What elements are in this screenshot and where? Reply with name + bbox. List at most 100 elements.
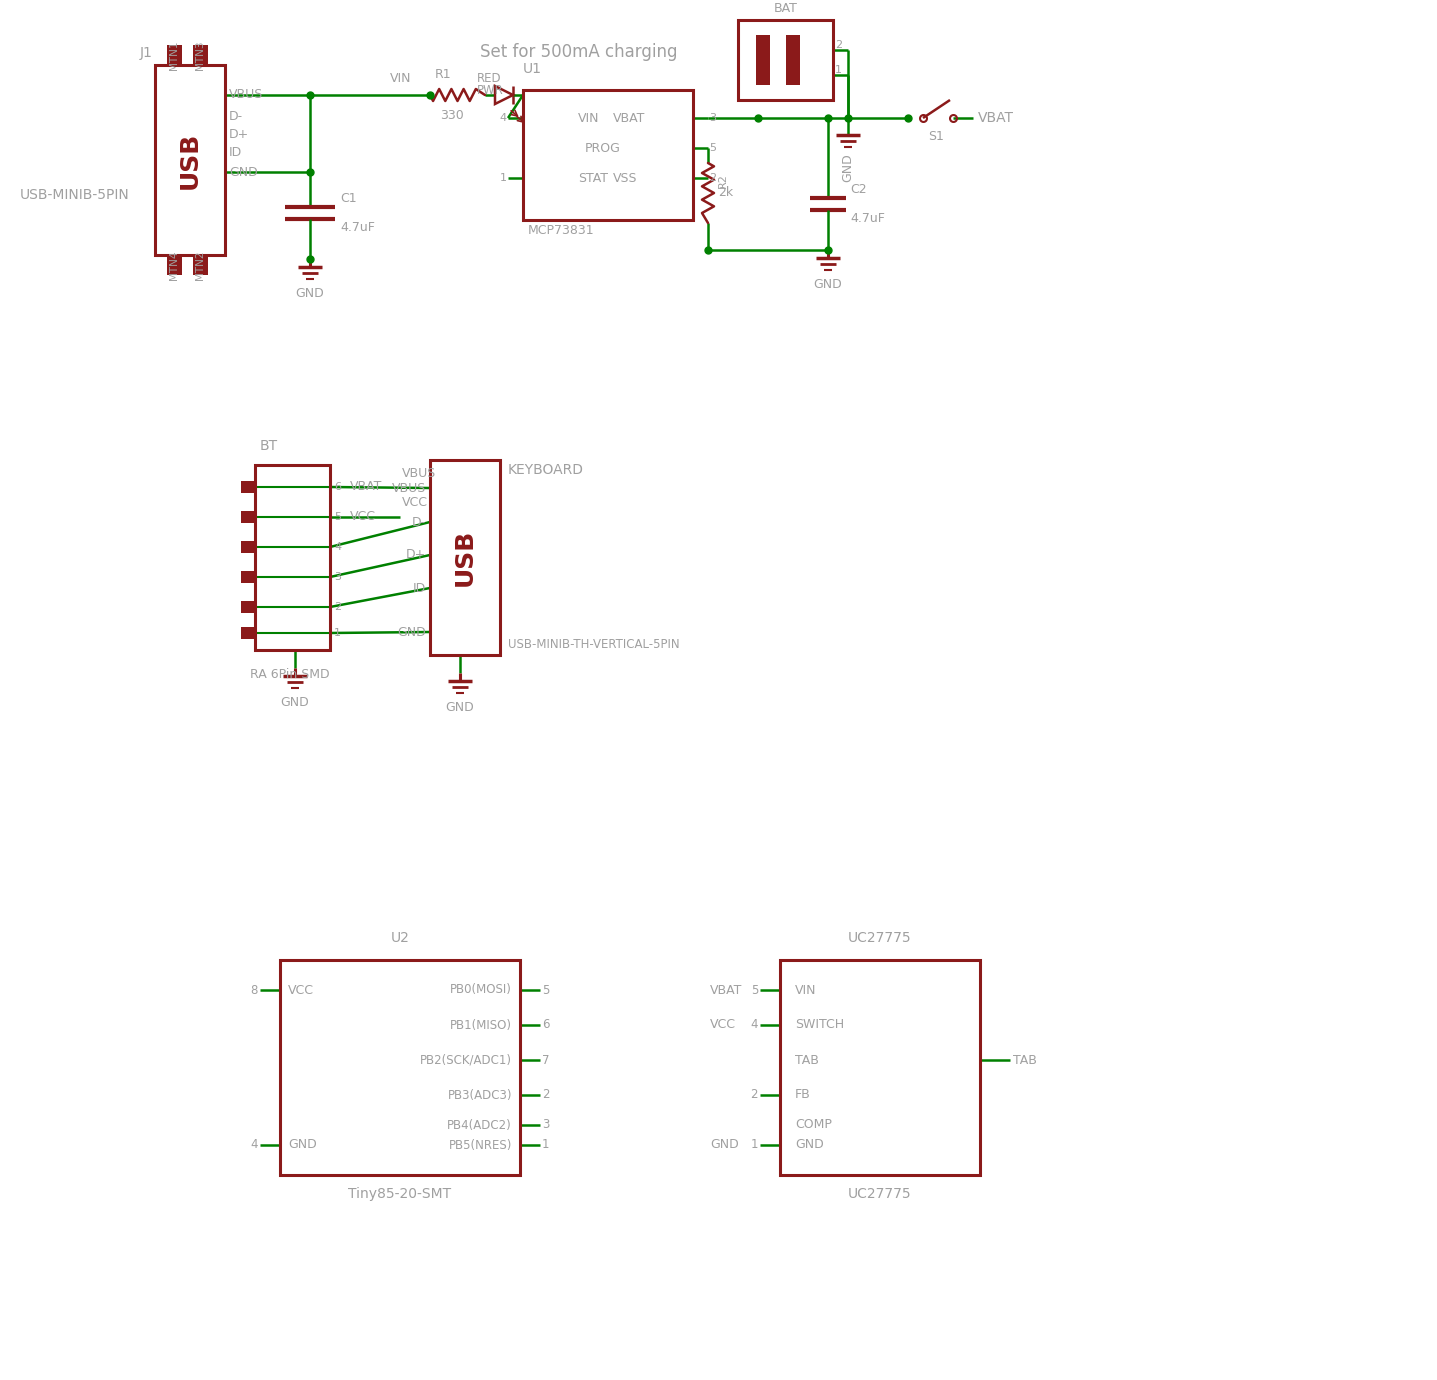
Text: 1: 1: [542, 1138, 549, 1151]
Text: VIN: VIN: [578, 112, 599, 124]
Text: VSS: VSS: [614, 171, 638, 185]
Text: GND: GND: [445, 701, 474, 713]
Text: COMP: COMP: [795, 1119, 832, 1132]
Text: 5: 5: [708, 144, 716, 153]
Text: D+: D+: [228, 128, 249, 142]
Text: VIN: VIN: [795, 984, 816, 996]
Text: 3: 3: [333, 571, 341, 582]
Text: GND: GND: [842, 153, 855, 182]
Text: Set for 500mA charging: Set for 500mA charging: [480, 43, 677, 61]
Text: 5: 5: [333, 512, 341, 522]
Text: STAT: STAT: [578, 171, 608, 185]
Bar: [241, 571, 254, 582]
Text: VCC: VCC: [287, 984, 315, 996]
Text: VBAT: VBAT: [351, 480, 382, 494]
Text: GND: GND: [397, 625, 425, 639]
Text: U2: U2: [391, 932, 410, 945]
Text: GND: GND: [280, 696, 309, 709]
Text: 2: 2: [835, 40, 842, 50]
Bar: [167, 255, 182, 275]
Bar: [241, 482, 254, 493]
Text: 2: 2: [333, 602, 341, 611]
Text: SWITCH: SWITCH: [795, 1018, 844, 1031]
Text: 5: 5: [542, 984, 549, 996]
Text: 3: 3: [708, 113, 716, 123]
Text: VCC: VCC: [402, 495, 428, 509]
Text: PB1(MISO): PB1(MISO): [450, 1018, 512, 1031]
Text: 6: 6: [333, 482, 341, 493]
Text: MTN1: MTN1: [170, 40, 180, 70]
Text: PB0(MOSI): PB0(MOSI): [450, 984, 512, 996]
Text: VCC: VCC: [351, 511, 376, 523]
Bar: [241, 627, 254, 639]
Text: FB: FB: [795, 1089, 810, 1101]
Text: VBAT: VBAT: [710, 984, 743, 996]
Text: RED: RED: [477, 73, 502, 86]
Bar: [523, 90, 693, 219]
Text: 2k: 2k: [718, 186, 733, 200]
Text: VCC: VCC: [710, 1018, 736, 1031]
Bar: [430, 460, 500, 656]
Text: 4: 4: [500, 113, 507, 123]
Text: GND: GND: [813, 277, 842, 291]
Text: 1: 1: [333, 628, 341, 638]
Bar: [241, 511, 254, 523]
Text: 4.7uF: 4.7uF: [341, 221, 375, 235]
Text: PB5(NRES): PB5(NRES): [448, 1138, 512, 1151]
Text: 1: 1: [750, 1138, 757, 1151]
Text: TAB: TAB: [1013, 1053, 1038, 1067]
Text: 5: 5: [750, 984, 757, 996]
Text: PB4(ADC2): PB4(ADC2): [447, 1119, 512, 1132]
Text: 8: 8: [250, 984, 259, 996]
Text: 1: 1: [835, 65, 842, 75]
Text: PWR: PWR: [477, 84, 504, 98]
Text: PB3(ADC3): PB3(ADC3): [447, 1089, 512, 1101]
Text: GND: GND: [795, 1138, 823, 1151]
Bar: [193, 46, 208, 65]
Text: Tiny85-20-SMT: Tiny85-20-SMT: [348, 1187, 451, 1201]
Text: UC27775: UC27775: [848, 1187, 912, 1201]
Text: S1: S1: [928, 130, 944, 144]
Text: ID: ID: [412, 581, 425, 595]
Text: TAB: TAB: [795, 1053, 819, 1067]
Text: 2: 2: [750, 1089, 757, 1101]
Bar: [786, 34, 800, 86]
Bar: [780, 960, 980, 1174]
Text: USB-MINIB-TH-VERTICAL-5PIN: USB-MINIB-TH-VERTICAL-5PIN: [509, 639, 680, 651]
Text: 2: 2: [708, 172, 716, 184]
Text: RA 6Pin SMD: RA 6Pin SMD: [250, 668, 329, 680]
Text: MCP73831: MCP73831: [527, 224, 595, 237]
Text: R1: R1: [435, 68, 451, 81]
Text: 3: 3: [542, 1119, 549, 1132]
Text: R2: R2: [718, 174, 729, 189]
Text: MTN2: MTN2: [195, 250, 205, 280]
Text: USB: USB: [178, 131, 203, 189]
Text: D-: D-: [228, 110, 243, 123]
Bar: [756, 34, 770, 86]
Text: 2: 2: [542, 1089, 549, 1101]
Text: 4.7uF: 4.7uF: [851, 213, 885, 225]
Text: ID: ID: [228, 146, 243, 160]
Text: BAT: BAT: [773, 1, 798, 15]
Text: VBUS: VBUS: [392, 482, 425, 494]
Text: BT: BT: [260, 439, 279, 453]
Bar: [241, 541, 254, 553]
Text: UC27775: UC27775: [848, 932, 912, 945]
Text: GND: GND: [710, 1138, 739, 1151]
Text: MTN4: MTN4: [170, 250, 180, 280]
Text: GND: GND: [296, 287, 325, 299]
Bar: [155, 65, 226, 255]
Text: C2: C2: [851, 184, 867, 196]
Text: VBUS: VBUS: [402, 466, 437, 480]
Text: VBUS: VBUS: [228, 88, 263, 102]
Text: 6: 6: [542, 1018, 549, 1031]
Bar: [739, 19, 833, 99]
Text: 4: 4: [250, 1138, 259, 1151]
Bar: [193, 255, 208, 275]
Text: 4: 4: [333, 542, 341, 552]
Bar: [254, 465, 331, 650]
Text: 7: 7: [542, 1053, 549, 1067]
Text: VBAT: VBAT: [614, 112, 645, 124]
Text: USB: USB: [453, 529, 477, 586]
Text: KEYBOARD: KEYBOARD: [509, 464, 583, 477]
